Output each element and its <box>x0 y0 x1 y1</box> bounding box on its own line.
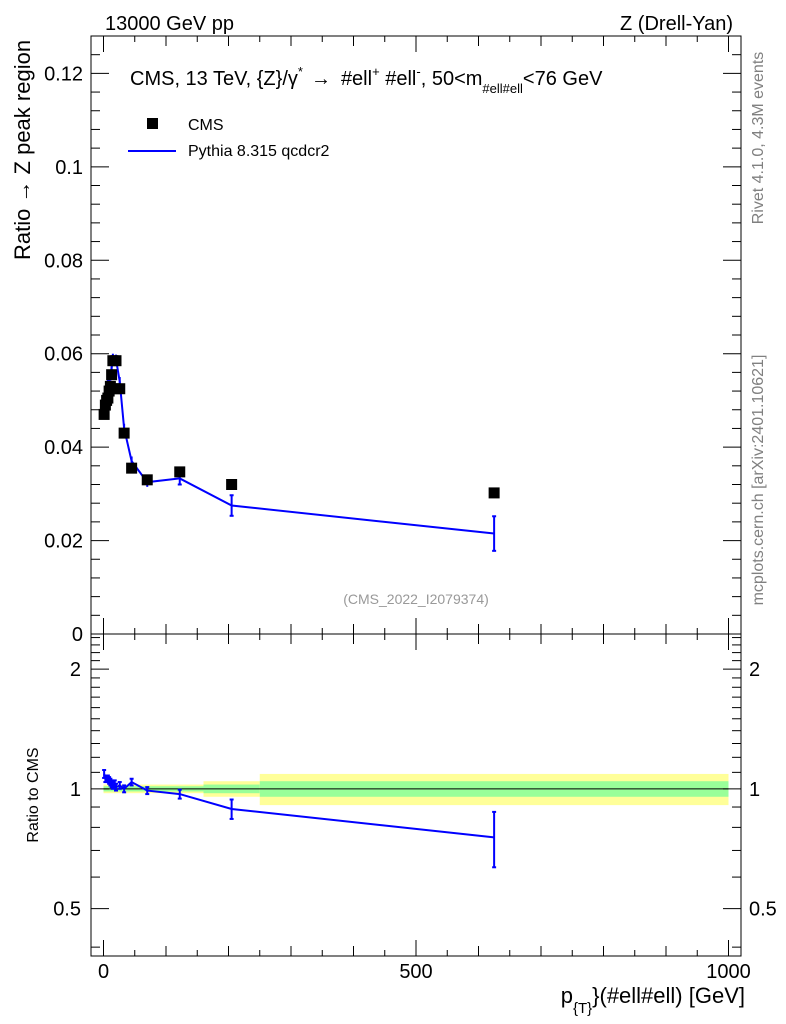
energy-label: 13000 GeV pp <box>105 13 234 35</box>
legend-cms-marker <box>147 118 158 129</box>
x-tick-label: 500 <box>399 961 432 983</box>
main-y-axis-label: Ratio → Z peak region <box>10 40 35 260</box>
main-panel: 0 0.02 0.04 0.06 0.08 0.1 0.12 Ratio → Z peak … <box>10 35 742 646</box>
x-axis-label: p{T}}(#ell#ell) [GeV] <box>561 983 745 1017</box>
mcplots-label: mcplots.cern.ch [arXiv:2401.10621] <box>750 355 767 606</box>
pythia-line <box>103 355 495 535</box>
title-l1: #ell <box>341 68 372 90</box>
main-y-tick-label: 0.04 <box>44 437 83 459</box>
title-prefix: CMS, 13 TeV, {Z}/γ <box>130 68 298 90</box>
ratio-y-tick-label-left: 0.5 <box>53 899 81 921</box>
title-minus: - <box>416 64 420 79</box>
main-y-tick-label: 0.06 <box>44 344 83 366</box>
rivet-version-label: Rivet 4.1.0, 4.3M events <box>750 52 767 225</box>
cms-data-point <box>174 466 186 478</box>
main-y-tick-label: 0.1 <box>55 157 83 179</box>
ratio-panel: 0.5 0.5 1 1 2 2 0 500 1000 Ratio to CMS p{T}}(#… <box>25 633 777 1017</box>
main-y-tick-label: 0 <box>72 624 83 646</box>
cms-data-point <box>102 392 114 404</box>
title-l2: #ell <box>380 68 417 90</box>
cms-data-point <box>110 355 122 367</box>
cms-data-point <box>141 474 153 486</box>
x-axis-label-p: p <box>561 983 573 1008</box>
title-arrow: → <box>311 68 331 90</box>
cms-data-point <box>98 408 110 420</box>
cms-data-point <box>114 383 126 395</box>
chart-title: CMS, 13 TeV, {Z}/γ* → #ell+ #ell-, 50<m#el… <box>130 64 603 96</box>
main-y-ticks: 0 0.02 0.04 0.06 0.08 0.1 0.12 <box>44 35 741 646</box>
cms-data-point <box>488 487 500 499</box>
title-mass-prefix: , 50<m <box>421 68 483 90</box>
cms-data-point <box>126 462 138 474</box>
analysis-watermark: (CMS_2022_I2079374) <box>343 591 489 607</box>
ratio-y-tick-label-left: 2 <box>70 659 81 681</box>
title-mass-sub: #ell#ell <box>482 81 523 96</box>
main-data <box>98 353 500 552</box>
title-mass-suffix: <76 GeV <box>523 68 603 90</box>
main-y-tick-label: 0.08 <box>44 250 83 272</box>
ratio-y-tick-label-right: 1 <box>749 779 760 801</box>
cms-data-point <box>118 427 130 439</box>
main-x-ticks <box>103 36 729 634</box>
ratio-y-tick-label-left: 1 <box>70 779 81 801</box>
legend-pythia-label: Pythia 8.315 qcdcr2 <box>188 143 330 160</box>
ratio-data <box>102 769 497 869</box>
ratio-y-ticks: 0.5 0.5 1 1 2 2 <box>53 637 777 948</box>
main-y-tick-label: 0.02 <box>44 531 83 553</box>
x-axis-label-sub: {T} <box>573 1000 592 1017</box>
ratio-y-axis-label: Ratio to CMS <box>25 747 42 842</box>
ratio-y-tick-label-right: 0.5 <box>749 899 777 921</box>
x-tick-label: 1000 <box>706 961 751 983</box>
ratio-x-ticks: 0 500 1000 <box>98 634 751 983</box>
main-y-tick-label: 0.12 <box>44 63 83 85</box>
ratio-y-tick-label-right: 2 <box>749 659 760 681</box>
ratio-bands <box>103 773 729 806</box>
cms-data-point <box>226 479 238 490</box>
legend-cms-label: CMS <box>188 117 224 134</box>
title-star: * <box>298 64 303 79</box>
x-axis-label-rest: }(#ell#ell) [GeV] <box>592 983 745 1008</box>
process-label: Z (Drell-Yan) <box>620 13 733 35</box>
title-plus: + <box>372 64 380 79</box>
cms-data-point <box>106 369 118 381</box>
x-tick-label: 0 <box>98 961 109 983</box>
